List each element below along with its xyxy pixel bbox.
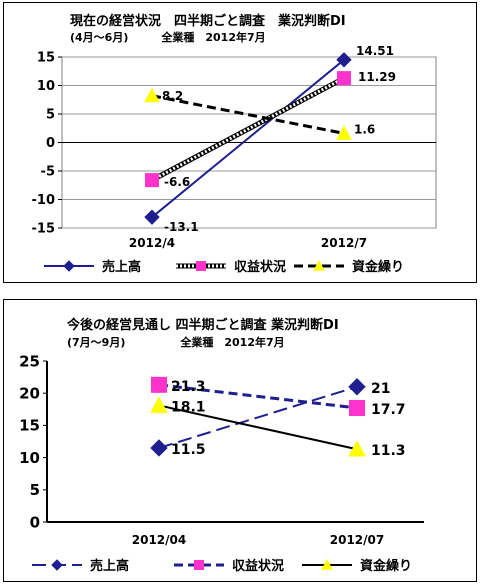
chart-subtitle: (4月～6月) 全業種 2012年7月 (70, 30, 266, 44)
chart-title: 今後の経営見通し 四半期ごと調査 業況判断DI (66, 317, 339, 333)
legend-label: 売上高 (102, 259, 141, 275)
data-label: 14.51 (356, 44, 394, 58)
data-label: 21.3 (171, 379, 206, 395)
legend-label: 資金繰り (360, 558, 412, 574)
data-point (348, 440, 366, 457)
data-label: 21 (371, 381, 390, 397)
legend-label: 収益状況 (234, 259, 286, 275)
legend-marker (321, 558, 333, 570)
data-point (150, 396, 168, 413)
y-tick-label: 20 (19, 384, 40, 402)
y-tick-label: 0 (30, 513, 40, 531)
chart-outlook-svg: 今後の経営見通し 四半期ごと調査 業況判断DI (7月～9月) 全業種 2012… (19, 317, 424, 574)
legend-item: 収益状況 (174, 558, 284, 574)
data-label: -13.1 (164, 220, 199, 234)
legend-item: 資金繰り (302, 558, 412, 574)
legend-marker (196, 261, 206, 271)
legend-label: 売上高 (90, 558, 129, 574)
legend-label: 資金繰り (352, 259, 404, 275)
legend-item: 売上高 (44, 259, 141, 275)
data-label: 11.5 (171, 442, 206, 458)
series-line (158, 385, 358, 449)
series-line (158, 404, 358, 451)
y-tick-label: -10 (32, 193, 56, 208)
series-line (151, 59, 345, 218)
series-line (151, 94, 345, 135)
data-label: 1.6 (354, 122, 375, 136)
legend-item: 収益状況 (176, 259, 286, 275)
y-tick-label: 15 (37, 51, 55, 66)
legend-marker (313, 259, 325, 271)
data-point (151, 376, 167, 393)
x-tick-label: 2012/7 (321, 236, 367, 250)
x-tick-label: 2012/4 (129, 236, 175, 250)
data-point (348, 378, 366, 396)
y-tick-label: 5 (30, 481, 40, 499)
series-line (158, 383, 358, 410)
data-point (144, 87, 160, 103)
chart-current-svg: 現在の経営状況 四半期ごと調査 業況判断DI (4月～6月) 全業種 2012年… (32, 13, 437, 275)
data-point (336, 125, 352, 140)
data-label: 18.1 (171, 399, 206, 415)
legend-item: 資金繰り (294, 259, 404, 275)
y-tick-label: -5 (41, 165, 55, 180)
y-tick-label: 0 (46, 136, 55, 151)
data-point (145, 173, 159, 188)
chart-panel-current: 現在の経営状況 四半期ごと調査 業況判断DI (4月～6月) 全業種 2012年… (3, 2, 477, 283)
y-tick-label: 15 (19, 417, 40, 435)
legend-label: 収益状況 (232, 558, 284, 574)
chart-panel-outlook: 今後の経営見通し 四半期ごと調査 業況判断DI (7月～9月) 全業種 2012… (3, 299, 477, 582)
chart-subtitle: (7月～9月) 全業種 2012年7月 (67, 335, 285, 349)
legend-marker (194, 560, 204, 570)
data-label: 8.2 (162, 89, 183, 103)
y-tick-label: 10 (19, 449, 40, 467)
x-tick-label: 2012/04 (132, 533, 186, 547)
data-label: -6.6 (164, 175, 190, 189)
data-point (150, 439, 168, 457)
data-point (336, 52, 352, 68)
data-label: 11.3 (371, 443, 406, 459)
chart-title: 現在の経営状況 四半期ごと調査 業況判断DI (70, 13, 346, 29)
data-label: 17.7 (371, 402, 406, 418)
series-line (150, 75, 346, 183)
y-tick-label: 5 (46, 108, 55, 123)
y-tick-label: 25 (19, 352, 40, 370)
data-point (144, 209, 160, 225)
data-point (349, 400, 365, 417)
y-tick-label: 10 (37, 79, 55, 94)
legend-marker (51, 559, 63, 571)
data-label: 11.29 (358, 70, 396, 84)
x-tick-label: 2012/07 (330, 533, 384, 547)
legend-item: 売上高 (32, 558, 129, 574)
legend-marker (63, 260, 75, 272)
y-tick-label: -15 (32, 222, 56, 237)
data-point (337, 71, 351, 86)
